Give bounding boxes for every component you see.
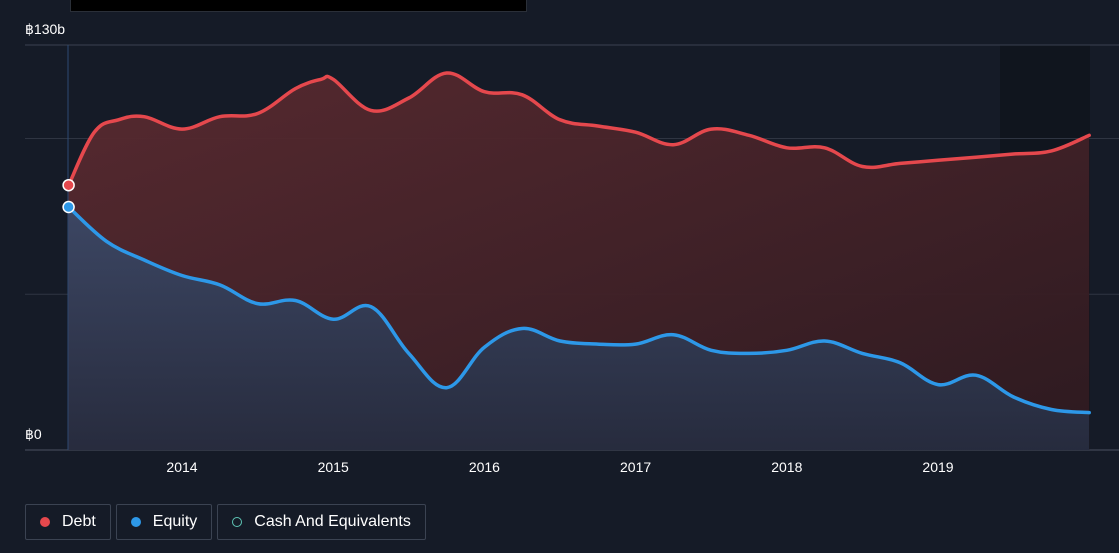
- x-tick-label-2016: 2016: [469, 459, 500, 475]
- legend-item-debt[interactable]: Debt: [25, 504, 111, 540]
- legend-item-equity[interactable]: Equity: [115, 504, 213, 540]
- legend-item-cash-and-equivalents[interactable]: Cash And Equivalents: [217, 504, 426, 540]
- x-axis-ticks: 2014 2015 2016 2017 2018 2019: [166, 459, 953, 475]
- x-tick-label-2018: 2018: [771, 459, 802, 475]
- equity-start-point[interactable]: [62, 200, 75, 214]
- top-overlay-bar: [70, 0, 527, 12]
- y-tick-label-top: ฿130b: [25, 21, 65, 37]
- legend-label-cash-and-equivalents: Cash And Equivalents: [254, 513, 411, 530]
- debt-line: [66, 71, 1091, 187]
- legend-label-equity: Equity: [152, 513, 198, 530]
- equity-line: [66, 205, 1091, 415]
- y-tick-label-bottom: ฿0: [25, 426, 42, 442]
- equity-area: [68, 207, 1090, 450]
- legend-label-debt: Debt: [62, 513, 96, 530]
- x-tick-label-2017: 2017: [620, 459, 651, 475]
- debt-start-point[interactable]: [62, 178, 75, 192]
- cash-ring-icon: [232, 517, 243, 527]
- debt-dot-icon: [40, 517, 50, 527]
- legend: Debt Equity Cash And Equivalents: [25, 504, 426, 542]
- x-tick-label-2015: 2015: [318, 459, 349, 475]
- x-tick-label-2019: 2019: [922, 459, 953, 475]
- chart: ฿130b ฿0 2014 2015 2016 2017 2018 2019: [25, 21, 1119, 475]
- equity-dot-icon: [130, 517, 141, 527]
- x-tick-label-2014: 2014: [166, 459, 197, 475]
